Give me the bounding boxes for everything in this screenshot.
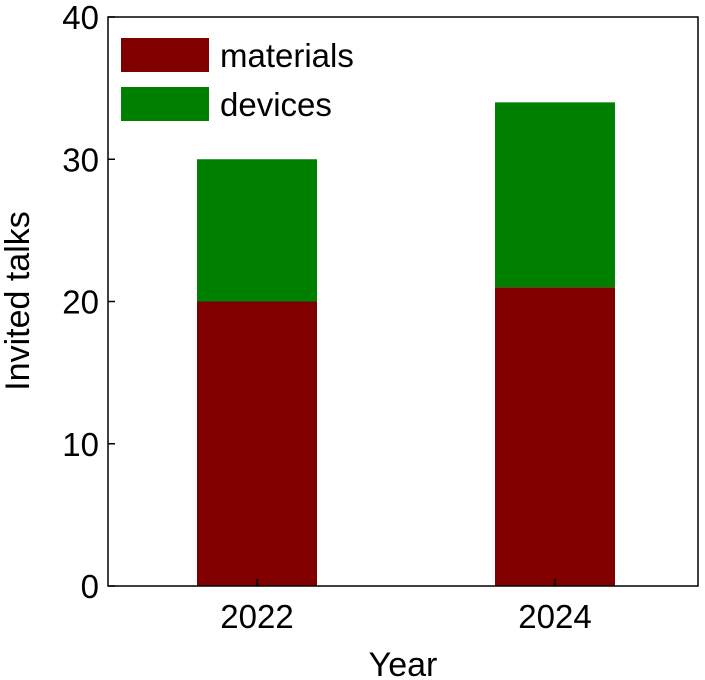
legend: materials devices [121,37,354,123]
y-axis-ticks: 0 10 20 30 40 [62,0,115,605]
y-tick-label: 30 [62,141,99,178]
legend-swatch-devices [121,87,209,121]
bars-layer [197,102,615,586]
y-tick-label: 20 [62,284,99,321]
x-axis-ticks: 2022 2024 [220,579,592,635]
legend-label-materials: materials [220,37,354,74]
x-axis-title: Year [369,646,438,680]
x-tick-label: 2024 [518,598,591,635]
y-tick-label: 0 [81,568,99,605]
bar-devices-2024 [495,102,615,288]
bar-devices-2022 [197,159,317,302]
legend-swatch-materials [121,38,209,72]
y-axis-title: Invited talks [0,211,37,391]
y-tick-label: 40 [62,0,99,36]
bar-materials-2024 [495,287,615,586]
x-tick-label: 2022 [220,598,293,635]
bar-materials-2022 [197,301,317,586]
legend-label-devices: devices [220,86,332,123]
y-tick-label: 10 [62,426,99,463]
